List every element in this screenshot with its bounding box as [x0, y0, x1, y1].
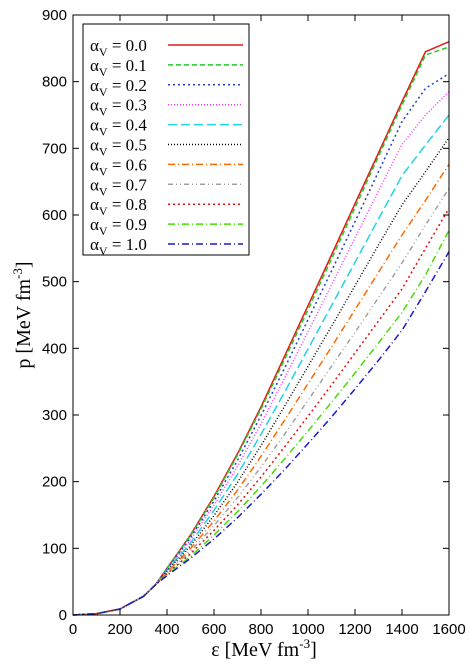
legend-label-main-0: α: [90, 36, 99, 55]
y-axis-label-main: p [MeV fm: [13, 279, 35, 369]
legend-label-0: αV = 0.0: [90, 36, 147, 59]
legend-label-9: αV = 0.9: [90, 215, 147, 238]
x-axis-label-close: ]: [310, 639, 317, 661]
x-tick-label-5: 1000: [291, 621, 324, 638]
legend-label-main-5: α: [90, 136, 99, 155]
y-tick-label-4: 400: [42, 340, 67, 357]
y-tick-label-7: 700: [42, 140, 67, 157]
legend-label-10: αV = 1.0: [90, 235, 147, 258]
legend-box: [82, 23, 250, 256]
y-tick-label-8: 800: [42, 74, 67, 91]
legend-label-rest-0: = 0.0: [108, 36, 147, 55]
x-tick-label-8: 1600: [432, 621, 465, 638]
y-tick-label-1: 100: [42, 540, 67, 557]
legend-label-main-3: α: [90, 96, 99, 115]
legend-label-main-9: α: [90, 215, 99, 234]
legend-label-main-7: α: [90, 175, 99, 194]
y-axis-label-close: ]: [13, 261, 35, 268]
x-tick-label-7: 1400: [385, 621, 418, 638]
legend-label-7: αV = 0.7: [90, 175, 147, 198]
series-line-5: [72, 137, 450, 616]
legend-label-rest-10: = 1.0: [108, 235, 147, 254]
legend-label-rest-7: = 0.7: [108, 175, 148, 194]
series-line-1: [72, 46, 450, 616]
legend-label-sub-1: V: [99, 65, 108, 79]
legend-label-5: αV = 0.5: [90, 136, 147, 159]
legend-label-1: αV = 0.1: [90, 56, 147, 79]
legend-label-sub-7: V: [99, 184, 108, 198]
legend-label-main-4: α: [90, 116, 99, 135]
legend-label-sub-2: V: [99, 85, 108, 99]
x-axis-label: ε [MeV fm-3]: [211, 636, 317, 661]
legend-label-main-2: α: [90, 76, 99, 95]
legend-label-rest-6: = 0.6: [108, 155, 147, 174]
x-tick-label-1: 200: [107, 621, 132, 638]
y-axis-label: p [MeV fm-3]: [10, 261, 35, 368]
legend: αV = 0.0αV = 0.1αV = 0.2αV = 0.3αV = 0.4…: [90, 36, 243, 258]
legend-label-sub-3: V: [99, 105, 108, 119]
legend-label-rest-1: = 0.1: [108, 56, 147, 75]
series-layer: [72, 40, 450, 616]
y-tick-label-9: 900: [42, 7, 67, 24]
x-axis-label-sup: -3: [299, 636, 310, 651]
x-tick-label-4: 800: [248, 621, 273, 638]
legend-label-sub-10: V: [99, 244, 108, 258]
legend-label-2: αV = 0.2: [90, 76, 147, 99]
ticks-layer: 0 200 400 600 800 1000 1200 1400 1600 0 100 200 300 4…: [42, 7, 466, 638]
x-tick-label-2: 400: [154, 621, 179, 638]
series-line-9: [72, 229, 450, 616]
legend-label-sub-8: V: [99, 204, 108, 218]
y-tick-label-3: 300: [42, 407, 67, 424]
legend-label-main-10: α: [90, 235, 99, 254]
legend-label-rest-5: = 0.5: [108, 136, 147, 155]
legend-label-sub-6: V: [99, 164, 108, 178]
series-line-2: [72, 73, 450, 616]
x-axis-label-main: ε [MeV fm: [211, 639, 299, 661]
y-tick-label-6: 600: [42, 207, 67, 224]
legend-label-sub-0: V: [99, 45, 108, 59]
x-tick-label-0: 0: [69, 621, 77, 638]
series-line-10: [72, 251, 450, 616]
legend-label-rest-9: = 0.9: [108, 215, 147, 234]
y-tick-label-2: 200: [42, 474, 67, 491]
legend-label-rest-3: = 0.3: [108, 96, 147, 115]
legend-label-rest-2: = 0.2: [108, 76, 147, 95]
y-axis-label-sup: -3: [10, 268, 25, 279]
legend-label-rest-4: = 0.4: [108, 116, 148, 135]
legend-label-8: αV = 0.8: [90, 195, 147, 218]
legend-label-main-1: α: [90, 56, 99, 75]
x-tick-label-6: 1200: [338, 621, 371, 638]
legend-label-main-6: α: [90, 155, 99, 174]
y-tick-label-5: 500: [42, 274, 67, 291]
legend-label-3: αV = 0.3: [90, 96, 147, 119]
legend-label-4: αV = 0.4: [90, 116, 147, 139]
legend-label-6: αV = 0.6: [90, 155, 147, 178]
legend-label-sub-5: V: [99, 145, 108, 159]
legend-label-rest-8: = 0.8: [108, 195, 147, 214]
legend-label-sub-4: V: [99, 125, 108, 139]
series-line-8: [72, 207, 450, 616]
y-tick-label-0: 0: [59, 607, 67, 624]
legend-label-sub-9: V: [99, 224, 108, 238]
legend-label-main-8: α: [90, 195, 99, 214]
x-tick-label-3: 600: [201, 621, 226, 638]
